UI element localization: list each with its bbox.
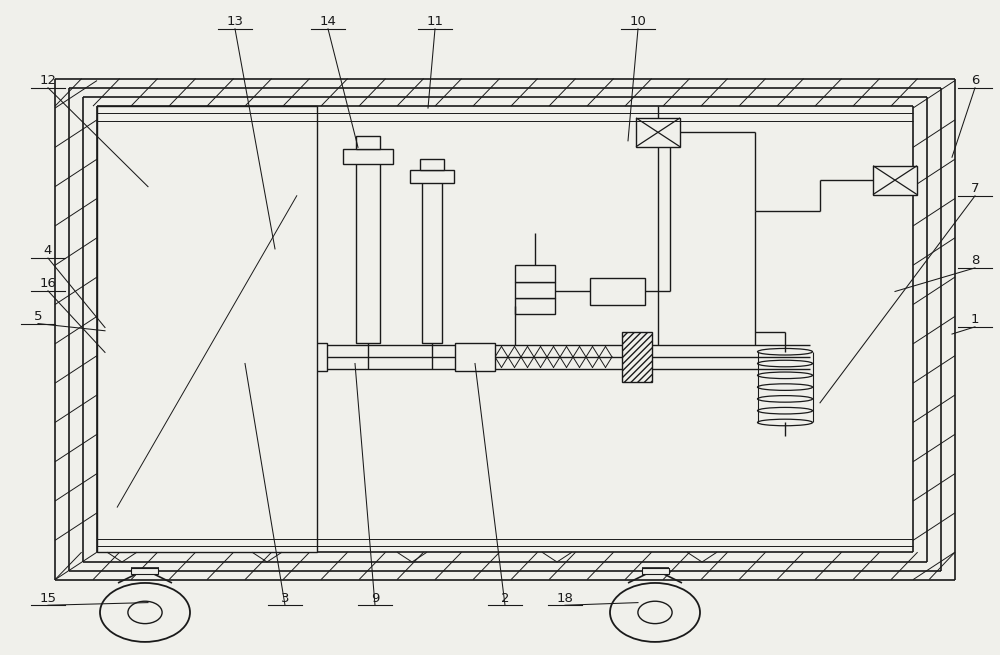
Bar <box>356 149 380 343</box>
Bar <box>515 265 555 282</box>
Bar <box>873 166 917 195</box>
Text: 6: 6 <box>971 74 979 87</box>
Text: 9: 9 <box>371 591 379 605</box>
Text: 14: 14 <box>320 15 336 28</box>
Text: 15: 15 <box>40 591 56 605</box>
Text: 11: 11 <box>426 15 444 28</box>
Bar <box>590 278 645 305</box>
Bar <box>422 172 442 343</box>
Bar <box>97 106 317 552</box>
Bar <box>515 298 555 314</box>
Bar <box>455 343 495 371</box>
Bar <box>343 149 393 164</box>
Bar <box>642 568 669 574</box>
Text: 18: 18 <box>557 591 573 605</box>
Bar <box>356 136 380 149</box>
Text: 10: 10 <box>630 15 646 28</box>
Bar <box>622 332 652 382</box>
Bar <box>120 168 176 204</box>
Text: 8: 8 <box>971 254 979 267</box>
Bar <box>636 118 680 147</box>
Bar <box>515 282 555 298</box>
Text: 16: 16 <box>40 277 56 290</box>
Text: 1: 1 <box>971 313 979 326</box>
Text: 13: 13 <box>226 15 244 28</box>
Bar <box>131 568 158 574</box>
Text: 4: 4 <box>44 244 52 257</box>
Text: 2: 2 <box>501 591 509 605</box>
Bar <box>285 343 327 371</box>
Text: 3: 3 <box>281 591 289 605</box>
Bar <box>410 170 454 183</box>
Bar <box>420 159 444 170</box>
Text: 5: 5 <box>34 310 42 323</box>
Text: 12: 12 <box>40 74 56 87</box>
Text: 7: 7 <box>971 182 979 195</box>
